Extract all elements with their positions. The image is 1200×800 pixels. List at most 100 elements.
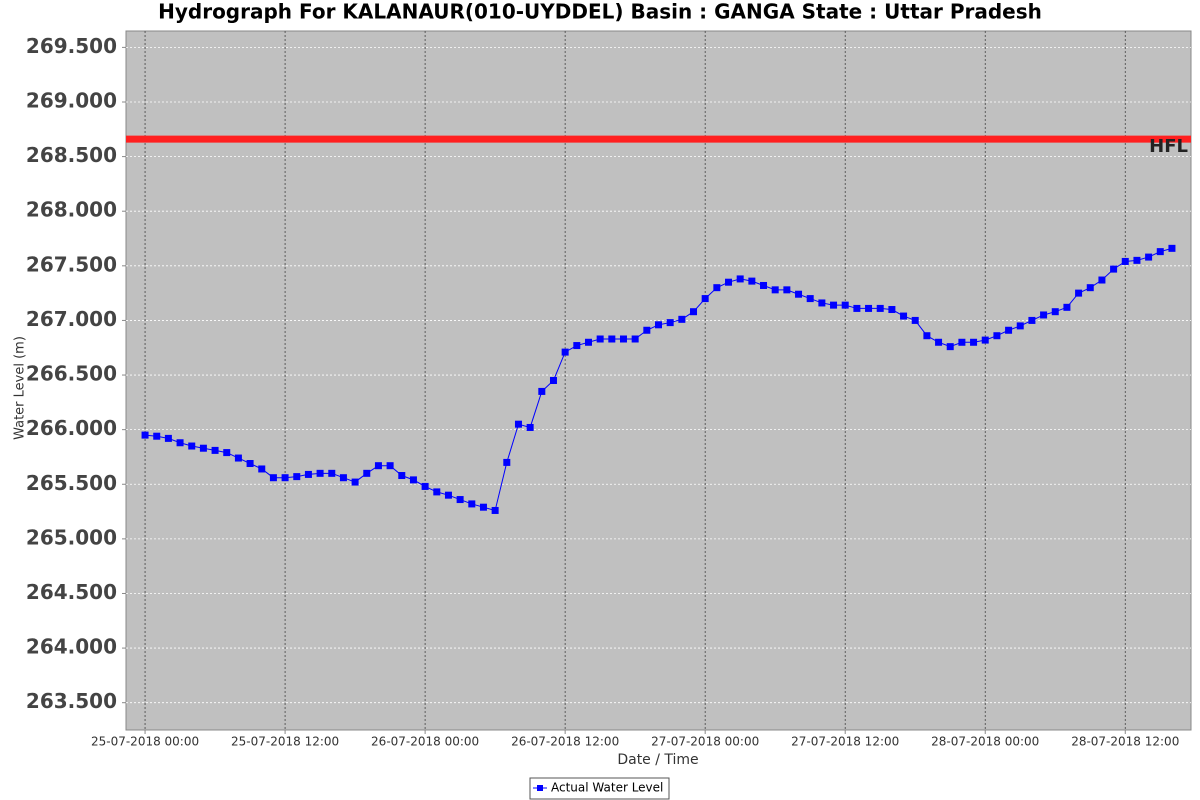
- data-point: [211, 446, 219, 454]
- data-point: [1040, 311, 1048, 319]
- data-point: [818, 299, 826, 307]
- data-point: [981, 336, 989, 344]
- data-point: [304, 470, 312, 478]
- data-point: [655, 321, 662, 329]
- data-point: [374, 462, 382, 470]
- grid: [126, 31, 1191, 730]
- data-point: [503, 458, 511, 466]
- data-point: [865, 304, 873, 312]
- data-point: [199, 444, 207, 452]
- data-point: [608, 335, 616, 343]
- data-point: [1075, 289, 1083, 297]
- data-point: [946, 343, 954, 351]
- data-point: [888, 306, 896, 314]
- data-point: [1145, 253, 1153, 261]
- data-point: [1168, 244, 1176, 252]
- data-point: [176, 439, 184, 447]
- data-point: [596, 335, 604, 343]
- y-tick-label: 269.000: [26, 88, 117, 112]
- data-point: [725, 278, 733, 286]
- y-tick-label: 269.500: [26, 34, 117, 58]
- y-tick-label: 267.500: [26, 252, 117, 276]
- marks: [141, 244, 1176, 514]
- data-point: [339, 474, 347, 482]
- data-point: [795, 290, 803, 298]
- y-tick-label: 268.000: [26, 198, 117, 222]
- data-point: [514, 420, 522, 428]
- data-point: [631, 335, 639, 343]
- y-axis-title: Water Level (m): [13, 336, 28, 440]
- data-point: [468, 500, 476, 508]
- data-point: [1156, 248, 1164, 256]
- data-point: [293, 473, 301, 481]
- data-point: [690, 308, 698, 316]
- data-point: [748, 277, 756, 285]
- data-point: [258, 465, 266, 473]
- data-point: [456, 496, 464, 504]
- data-point: [316, 469, 324, 477]
- data-point: [164, 434, 172, 442]
- data-point: [526, 423, 534, 431]
- data-point: [1063, 303, 1071, 311]
- data-point: [900, 312, 908, 320]
- x-tick-label: 25-07-2018 00:00: [91, 735, 199, 749]
- data-point: [736, 275, 744, 283]
- data-point: [1016, 322, 1024, 330]
- data-point: [923, 332, 931, 340]
- legend-marker: [537, 785, 543, 791]
- data-point: [491, 506, 499, 514]
- data-point: [433, 488, 441, 496]
- data-point: [911, 316, 919, 324]
- data-point: [1133, 256, 1141, 264]
- x-axis-title: Date / Time: [617, 752, 698, 768]
- data-point: [386, 462, 394, 470]
- data-point: [1051, 308, 1059, 316]
- data-point: [760, 281, 768, 289]
- data-point: [421, 482, 429, 490]
- x-tick-label: 27-07-2018 00:00: [651, 735, 759, 749]
- data-point: [678, 315, 686, 323]
- data-point: [666, 319, 674, 327]
- data-point: [328, 469, 336, 477]
- data-point: [188, 442, 196, 450]
- plot-area: [125, 30, 1192, 731]
- data-point: [806, 295, 814, 303]
- data-point: [701, 295, 709, 303]
- data-point: [619, 335, 627, 343]
- data-point: [970, 338, 978, 346]
- y-tick-label: 264.000: [26, 635, 117, 659]
- x-tick-label: 26-07-2018 00:00: [371, 735, 479, 749]
- data-point: [1086, 284, 1094, 292]
- data-point: [444, 491, 452, 499]
- data-point: [223, 449, 231, 457]
- y-tick-label: 264.500: [26, 580, 117, 604]
- data-point: [246, 460, 254, 468]
- data-point: [643, 326, 651, 334]
- data-point: [573, 342, 581, 350]
- y-tick-label: 263.500: [26, 689, 117, 713]
- y-tick-label: 266.000: [26, 416, 117, 440]
- x-tick-label: 25-07-2018 12:00: [231, 735, 339, 749]
- data-point: [479, 503, 487, 511]
- data-point: [561, 348, 569, 356]
- x-tick-label: 26-07-2018 12:00: [511, 735, 619, 749]
- reference-label: HFL: [1149, 136, 1188, 157]
- data-point: [1110, 265, 1118, 273]
- data-point: [713, 284, 721, 292]
- data-point: [409, 476, 417, 484]
- data-point: [783, 286, 791, 294]
- data-point: [1121, 257, 1129, 265]
- y-tick-label: 267.000: [26, 307, 117, 331]
- data-point: [958, 338, 966, 346]
- data-point: [281, 474, 289, 482]
- legend-label: Actual Water Level: [551, 781, 663, 795]
- data-point: [841, 301, 849, 309]
- data-point: [141, 431, 149, 439]
- data-point: [993, 332, 1001, 340]
- data-point: [876, 304, 884, 312]
- x-tick-label: 28-07-2018 12:00: [1071, 735, 1179, 749]
- data-point: [351, 478, 359, 486]
- data-point: [153, 432, 161, 440]
- data-point: [234, 454, 242, 462]
